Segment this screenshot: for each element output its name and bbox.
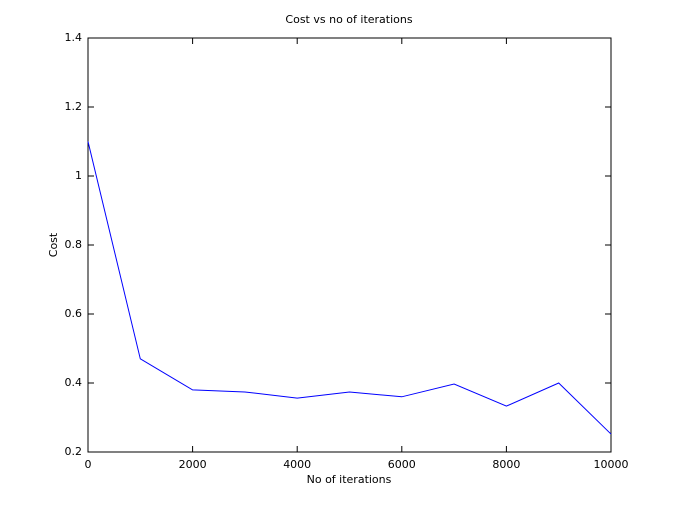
- x-tick-label: 0: [85, 458, 92, 471]
- x-tick-label: 2000: [179, 458, 207, 471]
- y-tick-label: 1.4: [65, 31, 83, 44]
- y-tick-label: 1.2: [65, 100, 83, 113]
- y-tick-label: 0.4: [65, 376, 83, 389]
- y-tick-label: 0.8: [65, 238, 83, 251]
- y-axis-label: Cost: [47, 232, 60, 257]
- plot-frame: [87, 37, 612, 453]
- x-tick-label: 10000: [594, 458, 629, 471]
- y-tick-label: 0.6: [65, 307, 83, 320]
- x-tick-label: 8000: [492, 458, 520, 471]
- x-tick-label: 4000: [283, 458, 311, 471]
- chart-title: Cost vs no of iterations: [285, 13, 412, 26]
- x-axis-label: No of iterations: [307, 473, 392, 486]
- line-series: [87, 141, 612, 435]
- x-tick-label: 6000: [388, 458, 416, 471]
- y-tick-label: 1: [75, 169, 82, 182]
- y-tick-label: 0.2: [65, 445, 83, 458]
